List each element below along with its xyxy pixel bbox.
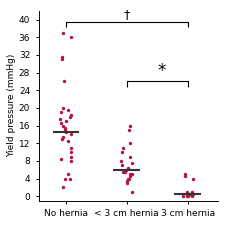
Point [62, 80, 66, 83]
Point [64, 128, 67, 132]
Point [69, 113, 72, 116]
Point [61, 106, 64, 110]
Point [128, 155, 132, 158]
Point [59, 110, 63, 114]
Point [70, 35, 73, 39]
Point [61, 124, 65, 127]
Point [189, 192, 192, 196]
Point [128, 175, 131, 178]
Point [183, 172, 187, 176]
Point [125, 179, 129, 183]
Point [128, 142, 132, 145]
Point [69, 133, 73, 136]
Point [124, 168, 128, 172]
Text: *: * [158, 62, 166, 80]
Point [121, 164, 124, 167]
Point [130, 190, 133, 194]
Point [66, 172, 70, 176]
Point [69, 155, 72, 158]
Point [126, 177, 130, 180]
Point [128, 124, 132, 127]
Point [185, 194, 189, 198]
Point [63, 177, 67, 180]
Point [126, 166, 130, 169]
Point [61, 31, 65, 35]
Point [119, 159, 123, 163]
Point [66, 108, 70, 112]
Point [64, 130, 67, 134]
Point [69, 177, 72, 180]
Point [60, 58, 64, 61]
Point [61, 135, 65, 138]
Point [130, 161, 134, 165]
Text: †: † [124, 8, 130, 21]
Point [191, 192, 194, 196]
Point [186, 194, 189, 198]
Point [190, 194, 194, 198]
Point [68, 115, 72, 119]
Point [58, 117, 62, 121]
Y-axis label: Yield pressure (mmHg): Yield pressure (mmHg) [7, 54, 16, 157]
Point [128, 172, 132, 176]
Point [126, 181, 129, 185]
Point [59, 157, 62, 160]
Point [60, 137, 64, 141]
Point [63, 126, 67, 130]
Point [59, 122, 63, 125]
Point [121, 146, 125, 149]
Point [130, 172, 134, 176]
Point [189, 192, 193, 196]
Point [121, 170, 125, 174]
Point [65, 119, 68, 123]
Point [123, 170, 126, 174]
Point [191, 177, 194, 180]
Point [66, 139, 70, 143]
Point [181, 194, 185, 198]
Point [121, 150, 124, 154]
Point [61, 186, 64, 189]
Point [128, 177, 131, 180]
Point [60, 55, 64, 59]
Point [127, 128, 130, 132]
Point [191, 190, 194, 194]
Point [186, 190, 189, 194]
Point [70, 159, 73, 163]
Point [70, 146, 73, 149]
Point [183, 175, 186, 178]
Point [69, 150, 73, 154]
